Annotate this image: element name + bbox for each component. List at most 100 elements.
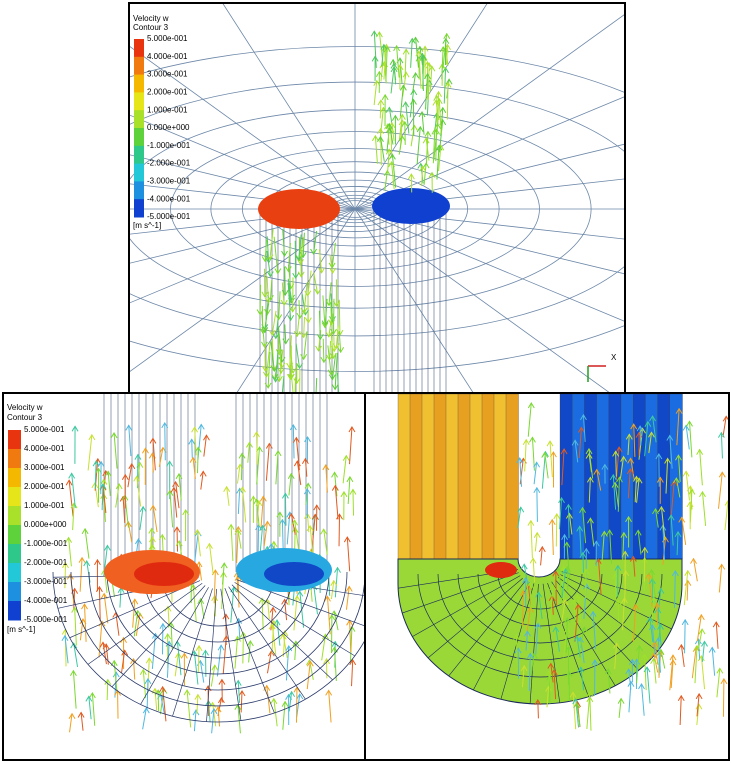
arrow-head bbox=[340, 490, 348, 498]
arrow-head bbox=[321, 322, 329, 329]
vector-arrow bbox=[538, 592, 543, 620]
vector-arrow bbox=[627, 434, 630, 456]
arrow-head bbox=[284, 266, 292, 273]
vector-arrow bbox=[146, 678, 149, 709]
vector-arrow bbox=[699, 449, 703, 486]
vector-arrow bbox=[277, 326, 283, 363]
arrow-head bbox=[617, 697, 625, 704]
vector-arrow bbox=[303, 282, 308, 314]
vector-arrow bbox=[328, 282, 332, 306]
vector-arrow bbox=[136, 476, 142, 507]
colorbar-label: 0.000e+000 bbox=[147, 123, 190, 132]
vector-arrow bbox=[139, 506, 144, 531]
vector-arrow bbox=[69, 713, 73, 733]
arrow-head bbox=[280, 299, 288, 307]
arrow-head bbox=[712, 621, 720, 628]
mesh-spoke bbox=[130, 208, 356, 372]
bottom-right-panel bbox=[364, 392, 730, 761]
vector-arrow bbox=[530, 653, 535, 676]
arrow-head bbox=[159, 622, 167, 629]
vector-arrow bbox=[282, 701, 286, 730]
arrow-head bbox=[371, 55, 379, 62]
vector-arrow bbox=[72, 503, 75, 531]
mesh-spoke bbox=[500, 583, 535, 700]
vector-arrow bbox=[614, 643, 618, 670]
arrow-head bbox=[383, 46, 391, 53]
vector-arrow bbox=[122, 496, 126, 523]
vector-arrow bbox=[399, 85, 404, 117]
vector-arrow bbox=[651, 597, 655, 622]
vector-arrow bbox=[619, 456, 625, 479]
mesh-arc bbox=[497, 573, 583, 610]
vector-arrow bbox=[240, 690, 243, 713]
vector-arrow bbox=[560, 599, 566, 625]
arrow-head bbox=[292, 272, 300, 280]
legend-subtitle: Contour 3 bbox=[133, 23, 169, 32]
arrow-head bbox=[587, 517, 594, 524]
mesh-spoke bbox=[529, 583, 539, 704]
vector-arrow bbox=[237, 680, 241, 703]
vector-arrow bbox=[216, 645, 222, 677]
vector-arrow bbox=[654, 508, 659, 528]
vector-arrow bbox=[331, 242, 336, 268]
arrow-head bbox=[68, 712, 76, 719]
arrow-head bbox=[671, 570, 679, 577]
vector-arrow bbox=[551, 519, 554, 556]
colorbar-segment bbox=[134, 181, 144, 200]
colorbar-label: -4.000e-001 bbox=[24, 596, 68, 605]
vector-arrow bbox=[176, 641, 182, 676]
arrow-head bbox=[348, 426, 356, 433]
arrow-head bbox=[533, 486, 541, 494]
vector-arrow bbox=[266, 685, 271, 714]
vector-arrow bbox=[653, 658, 657, 684]
arrow-head bbox=[553, 512, 561, 520]
arrow-head bbox=[293, 595, 301, 602]
arrow-head bbox=[562, 567, 570, 575]
vector-arrow bbox=[287, 242, 291, 272]
vector-arrow bbox=[290, 513, 296, 535]
vector-arrow bbox=[349, 426, 353, 465]
arrow-head bbox=[236, 487, 244, 494]
vector-arrow bbox=[676, 408, 680, 446]
arrow-head bbox=[210, 707, 218, 715]
arrow-head bbox=[688, 488, 696, 495]
arrow-head bbox=[591, 659, 599, 666]
arrow-head bbox=[194, 446, 202, 453]
arrow-head bbox=[261, 256, 269, 263]
vector-arrow bbox=[649, 617, 654, 643]
vector-arrow bbox=[383, 44, 387, 80]
vector-arrow bbox=[654, 641, 659, 665]
colorbar-segment bbox=[134, 74, 144, 93]
arrow-head bbox=[601, 463, 609, 470]
vector-arrow bbox=[306, 661, 311, 690]
arrow-head bbox=[650, 596, 658, 603]
arrow-head bbox=[435, 144, 443, 151]
arrow-head bbox=[620, 455, 628, 462]
arrow-head bbox=[320, 356, 328, 364]
mesh-spoke bbox=[130, 154, 356, 210]
arrow-head bbox=[649, 415, 656, 422]
inlet-pipe bbox=[469, 394, 483, 560]
vector-arrow bbox=[307, 270, 312, 296]
vector-arrow bbox=[154, 688, 158, 711]
arrow-head bbox=[570, 598, 578, 605]
arrow-head bbox=[636, 425, 644, 432]
arrow-head bbox=[130, 657, 137, 665]
vector-arrow bbox=[241, 487, 247, 523]
vector-arrow bbox=[555, 626, 560, 652]
arrow-head bbox=[443, 32, 451, 39]
vector-arrow bbox=[264, 239, 268, 262]
arrow-head bbox=[604, 668, 612, 675]
vector-arrow bbox=[265, 443, 270, 481]
vector-arrow bbox=[534, 532, 538, 552]
arrow-head bbox=[329, 267, 337, 274]
arrow-head bbox=[345, 585, 353, 592]
vector-arrow bbox=[588, 477, 591, 503]
vector-arrow bbox=[527, 402, 532, 437]
vector-arrow bbox=[574, 604, 579, 642]
mesh-spoke bbox=[412, 575, 521, 637]
arrow-head bbox=[272, 333, 280, 340]
vector-arrow bbox=[303, 316, 306, 338]
mesh-spoke bbox=[354, 208, 474, 392]
